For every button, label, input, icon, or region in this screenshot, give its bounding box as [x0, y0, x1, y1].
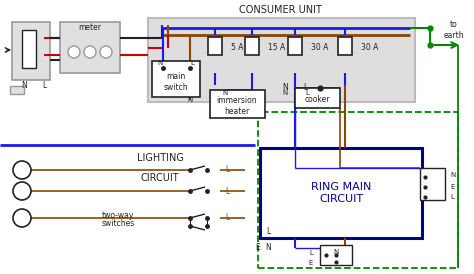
Circle shape: [68, 46, 80, 58]
Bar: [60, 22, 120, 73]
Text: CIRCUIT: CIRCUIT: [141, 173, 179, 183]
Bar: [210, 90, 265, 118]
Bar: [10, 86, 24, 94]
Bar: [245, 37, 259, 55]
Text: 30 A: 30 A: [311, 42, 328, 52]
Bar: [260, 148, 422, 238]
Text: L: L: [42, 81, 46, 90]
Text: L: L: [225, 213, 229, 222]
Text: 5 A: 5 A: [231, 42, 244, 52]
Text: L: L: [309, 250, 313, 256]
Text: L: L: [303, 84, 307, 93]
Bar: [420, 168, 445, 200]
Text: L: L: [450, 194, 454, 200]
Bar: [338, 37, 352, 55]
Bar: [288, 37, 302, 55]
Text: LIGHTING: LIGHTING: [137, 153, 183, 163]
Text: L: L: [225, 165, 229, 175]
Bar: [152, 61, 200, 97]
Text: CONSUMER UNIT: CONSUMER UNIT: [238, 5, 321, 15]
Text: immersion
heater: immersion heater: [217, 96, 257, 116]
Text: N: N: [282, 84, 288, 93]
Circle shape: [100, 46, 112, 58]
Text: N: N: [450, 172, 455, 178]
Text: N: N: [222, 90, 228, 96]
Text: N: N: [21, 81, 27, 90]
Text: E: E: [255, 244, 260, 253]
Text: L: L: [305, 90, 309, 96]
Text: L: L: [266, 227, 270, 236]
Text: L: L: [190, 60, 194, 66]
Bar: [258, 112, 458, 268]
Text: E: E: [309, 260, 313, 266]
Text: N: N: [157, 60, 163, 66]
Text: RING MAIN
CIRCUIT: RING MAIN CIRCUIT: [311, 182, 371, 204]
Text: two-way: two-way: [102, 210, 134, 219]
Bar: [208, 37, 222, 55]
Text: L: L: [225, 187, 229, 196]
Text: E: E: [450, 184, 455, 190]
Text: 30 A: 30 A: [361, 42, 378, 52]
Text: meter: meter: [79, 24, 101, 33]
Circle shape: [13, 161, 31, 179]
Text: N: N: [283, 90, 288, 96]
Bar: [12, 22, 50, 80]
Bar: [148, 18, 415, 102]
Bar: [320, 245, 352, 265]
Text: main
switch: main switch: [164, 72, 188, 92]
Text: N: N: [187, 97, 192, 103]
Text: to
earth: to earth: [444, 20, 465, 40]
Text: switches: switches: [101, 219, 135, 229]
Text: N: N: [333, 249, 338, 255]
Text: cooker: cooker: [304, 96, 330, 104]
Circle shape: [13, 182, 31, 200]
Bar: [22, 30, 36, 68]
Text: 15 A: 15 A: [268, 42, 285, 52]
Text: N: N: [265, 244, 271, 253]
Circle shape: [84, 46, 96, 58]
Circle shape: [13, 209, 31, 227]
Bar: [295, 88, 340, 108]
